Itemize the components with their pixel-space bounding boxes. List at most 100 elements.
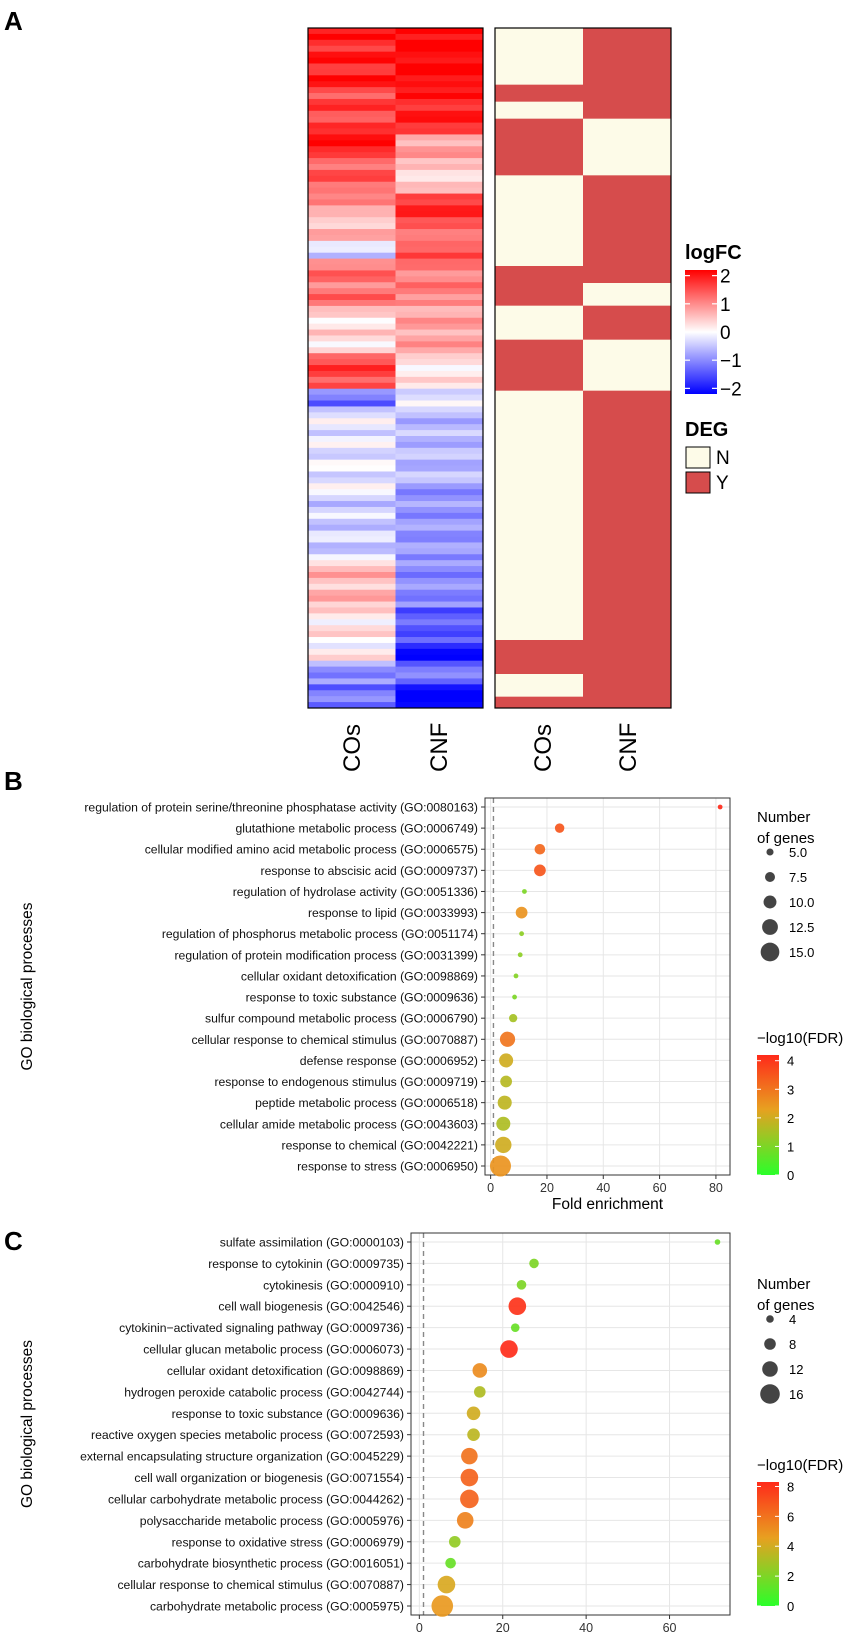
- x-tick-label: 20: [540, 1181, 554, 1195]
- logfc-cell: [308, 530, 396, 537]
- col-label-deg-cnf: CNF: [615, 723, 642, 772]
- logfc-cell: [308, 524, 396, 532]
- logfc-cell: [395, 134, 483, 141]
- logfc-cell: [395, 477, 483, 484]
- logfc-cell: [395, 424, 483, 431]
- logfc-cell: [395, 187, 483, 194]
- logfc-cell: [395, 589, 483, 597]
- logfc-cell: [308, 696, 396, 703]
- logfc-cell: [395, 229, 483, 236]
- deg-cell: [583, 101, 671, 120]
- logfc-cell: [308, 335, 396, 342]
- logfc-cell: [308, 412, 396, 419]
- size-legend-dot: [764, 871, 776, 883]
- color-legend-label: 6: [787, 1509, 794, 1524]
- category-label: sulfate assimilation (GO:0000103): [220, 1236, 404, 1250]
- logfc-cell: [395, 412, 483, 419]
- logfc-cell: [395, 164, 483, 171]
- logfc-cell: [308, 33, 396, 41]
- logfc-cell: [395, 246, 483, 254]
- logfc-color-bar: [685, 270, 717, 394]
- enrichment-dot: [509, 1014, 518, 1023]
- size-legend-title: Number: [757, 809, 810, 826]
- logfc-cell: [395, 436, 483, 443]
- logfc-cell: [308, 329, 396, 336]
- logfc-cell: [395, 459, 483, 466]
- deg-cell: [495, 220, 583, 267]
- logfc-cell: [395, 264, 483, 271]
- logfc-cell: [395, 654, 483, 662]
- logfc-cell: [395, 666, 483, 673]
- logfc-cell: [308, 353, 396, 360]
- logfc-cell: [395, 300, 483, 307]
- logfc-cell: [395, 205, 483, 212]
- category-label: glutathione metabolic process (GO:000674…: [235, 822, 478, 836]
- deg-key-y-label: Y: [716, 473, 729, 494]
- logfc-cell: [308, 122, 396, 129]
- size-legend-dot: [766, 848, 774, 856]
- enrichment-dot: [534, 843, 546, 855]
- logfc-legend: logFC 2 1 0 −1 −2: [685, 242, 742, 400]
- logfc-cell: [308, 648, 396, 656]
- logfc-cell: [308, 234, 396, 242]
- logfc-cell: [395, 28, 483, 35]
- enrichment-dot: [522, 889, 527, 894]
- logfc-cell: [395, 631, 483, 638]
- logfc-cell: [308, 276, 396, 283]
- enrichment-dot: [460, 1489, 479, 1509]
- size-legend-label: 8: [789, 1337, 796, 1352]
- logfc-cell: [308, 501, 396, 508]
- deg-cell: [495, 390, 583, 494]
- logfc-cell: [395, 152, 483, 159]
- logfc-cell: [395, 554, 483, 561]
- x-tick-label: 0: [487, 1181, 494, 1195]
- y-axis-title: GO biological processes: [19, 902, 36, 1070]
- deg-cell: [583, 28, 671, 86]
- logfc-cell: [395, 489, 483, 496]
- logfc-cell: [308, 684, 396, 691]
- logfc-cell: [308, 75, 396, 82]
- enrichment-dot: [554, 823, 565, 833]
- logfc-cell: [395, 240, 483, 248]
- enrichment-dot: [460, 1468, 479, 1487]
- deg-cell: [583, 220, 671, 267]
- enrichment-dot: [431, 1595, 454, 1617]
- logfc-cell: [395, 672, 483, 679]
- category-label: cellular carbohydrate metabolic process …: [108, 1492, 404, 1506]
- logfc-cell: [395, 335, 483, 342]
- logfc-cell: [395, 63, 483, 70]
- plot-border: [484, 797, 731, 1176]
- logfc-cell: [395, 317, 483, 325]
- color-legend-bar: [757, 1055, 779, 1175]
- category-label: regulation of hydrolase activity (GO:005…: [233, 885, 478, 899]
- color-legend-title: −log10(FDR): [757, 1030, 843, 1047]
- logfc-cell: [395, 530, 483, 537]
- logfc-cell: [395, 447, 483, 455]
- logfc-cell: [395, 122, 483, 129]
- logfc-cell: [395, 323, 483, 330]
- logfc-cell: [308, 512, 396, 520]
- logfc-cell: [395, 347, 483, 354]
- logfc-cell: [395, 418, 483, 425]
- logfc-cell: [308, 566, 396, 573]
- logfc-cell: [308, 63, 396, 70]
- logfc-cell: [308, 506, 396, 514]
- category-label: response to lipid (GO:0033993): [308, 906, 478, 920]
- logfc-cell: [308, 382, 396, 390]
- logfc-cell: [395, 252, 483, 260]
- category-label: response to abscisic acid (GO:0009737): [261, 864, 478, 878]
- logfc-cell: [395, 536, 483, 543]
- category-label: cell wall biogenesis (GO:0042546): [218, 1300, 404, 1314]
- logfc-cell: [395, 311, 483, 319]
- deg-key-n: [685, 446, 711, 469]
- logfc-cell: [395, 684, 483, 691]
- logfc-cell: [395, 572, 483, 579]
- logfc-cell: [395, 495, 483, 502]
- deg-cell: [495, 305, 583, 341]
- logfc-cell: [308, 57, 396, 64]
- logfc-cell: [308, 554, 396, 561]
- logfc-cell: [395, 81, 483, 88]
- enrichment-dot: [519, 931, 525, 937]
- category-label: response to stress (GO:0006950): [297, 1160, 478, 1174]
